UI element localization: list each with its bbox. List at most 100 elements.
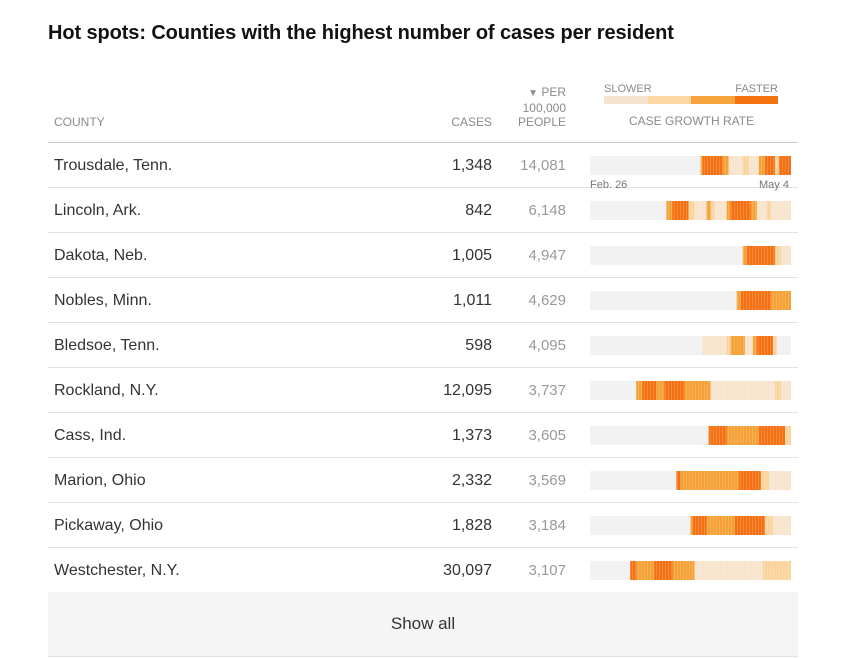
bar-stripe [761,336,762,355]
bar-stripe [629,516,630,535]
bar-stripe [752,291,753,310]
bar-stripe [680,246,681,265]
bar-stripe [656,561,657,580]
bar-stripe [590,336,591,355]
bar-stripe [647,471,648,490]
legend-swatch [691,96,735,104]
header-per-line1: PER [541,85,566,99]
bar-stripe [617,471,618,490]
bar-stripe [707,426,708,445]
bar-stripe [671,336,672,355]
bar-stripe [764,426,765,445]
bar-stripe [704,561,705,580]
bar-stripe [632,516,633,535]
bar-stripe [752,516,753,535]
bar-stripe [737,336,738,355]
bar-stripe [689,381,690,400]
header-per-100k[interactable]: ▼ PER 100,000 PEOPLE [486,85,566,129]
bar-stripe [785,201,786,220]
bar-stripe [707,156,708,175]
bar-stripe [692,561,693,580]
county-name: Nobles, Minn. [54,292,152,309]
bar-stripe [788,201,789,220]
bar-stripe [677,381,678,400]
growth-segment [694,201,707,220]
bar-stripe [593,381,594,400]
bar-stripe [770,156,771,175]
bar-stripe [608,246,609,265]
growth-segment [708,426,728,445]
bar-stripe [608,381,609,400]
bar-stripe [665,561,666,580]
bar-stripe [707,516,708,535]
bar-stripe [701,471,702,490]
bar-stripe [758,471,759,490]
bar-stripe [617,381,618,400]
bar-stripe [596,291,597,310]
bar-stripe [722,381,723,400]
growth-segment [590,246,744,265]
bar-stripe [635,201,636,220]
bar-stripe [716,156,717,175]
page-title: Hot spots: Counties with the highest num… [48,22,674,44]
bar-stripe [623,246,624,265]
header-cases[interactable]: CASES [451,115,492,129]
bar-stripe [728,156,729,175]
show-all-button[interactable]: Show all [48,592,798,657]
bar-stripe [749,156,750,175]
bar-stripe [770,471,771,490]
bar-stripe [623,381,624,400]
bar-stripe [671,201,672,220]
bar-stripe [596,471,597,490]
bar-stripe [743,426,744,445]
bar-stripe [620,246,621,265]
bar-stripe [683,246,684,265]
bar-stripe [617,561,618,580]
growth-segment [730,336,746,355]
bar-stripe [713,201,714,220]
bar-stripe [662,471,663,490]
bar-stripe [590,246,591,265]
bar-stripe [656,516,657,535]
bar-stripe [692,381,693,400]
bar-stripe [692,246,693,265]
header-county[interactable]: COUNTY [54,115,105,129]
bar-stripe [722,246,723,265]
bar-stripe [620,381,621,400]
bar-stripe [689,471,690,490]
bar-stripe [710,516,711,535]
bar-stripe [719,246,720,265]
bar-stripe [689,156,690,175]
bar-stripe [671,471,672,490]
bar-stripe [617,156,618,175]
bar-stripe [728,561,729,580]
bar-stripe [674,516,675,535]
bar-stripe [617,516,618,535]
growth-segment [772,336,778,355]
bar-stripe [614,246,615,265]
bar-stripe [746,381,747,400]
bar-stripe [764,201,765,220]
growth-rate-bar [590,561,791,580]
bar-stripe [662,516,663,535]
bar-stripe [593,201,594,220]
bar-stripe [608,336,609,355]
bar-stripe [698,381,699,400]
bar-stripe [758,291,759,310]
bar-stripe [785,381,786,400]
bar-stripe [632,246,633,265]
bar-stripe [632,291,633,310]
bar-stripe [734,201,735,220]
bar-stripe [683,516,684,535]
bar-stripe [740,471,741,490]
bar-stripe [608,426,609,445]
bar-stripe [671,291,672,310]
hot-spots-table: COUNTY CASES ▼ PER 100,000 PEOPLE SLOWER… [48,78,798,593]
bar-stripe [716,426,717,445]
bar-stripe [752,471,753,490]
bar-stripe [605,156,606,175]
growth-segment [726,201,732,220]
growth-rate-bar [590,471,791,490]
bar-stripe [593,516,594,535]
growth-segment [752,336,758,355]
